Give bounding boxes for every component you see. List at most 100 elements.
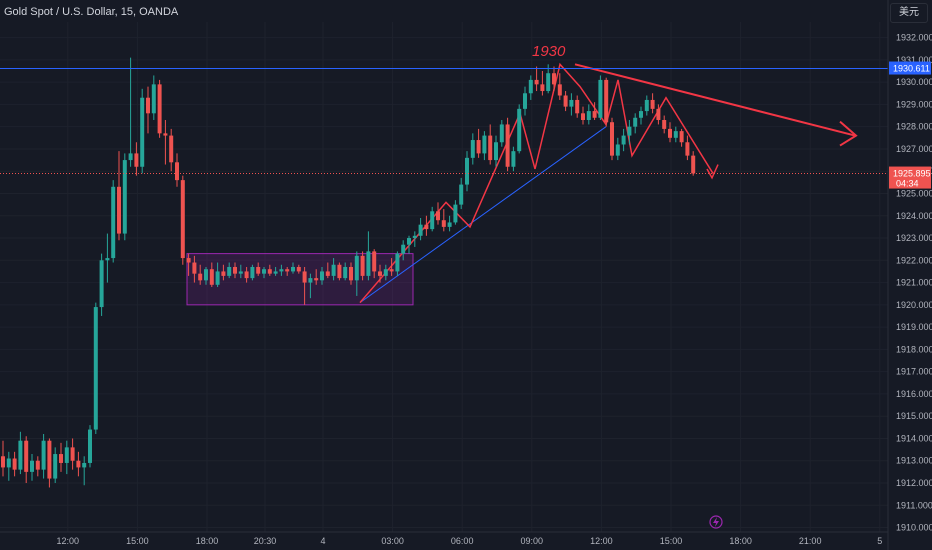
small-arrow <box>706 164 719 180</box>
candle <box>215 262 220 288</box>
candle-body <box>476 140 481 154</box>
candle <box>476 128 481 158</box>
candle <box>581 106 585 125</box>
candle <box>569 93 574 116</box>
candle <box>279 264 284 276</box>
candle-body <box>186 258 191 263</box>
candle <box>76 451 81 477</box>
candle <box>117 151 121 241</box>
candle-body <box>140 97 145 167</box>
candle <box>488 124 493 165</box>
candle <box>12 451 17 477</box>
resistance-price-tag <box>889 61 931 75</box>
candle-body <box>24 440 29 472</box>
candle-body <box>598 79 603 118</box>
candle-body <box>604 79 609 123</box>
candle-body <box>459 184 464 205</box>
candle <box>505 117 510 172</box>
candle-body <box>59 454 63 463</box>
candle-body <box>592 111 597 118</box>
candle-body <box>505 124 510 167</box>
currency-button[interactable]: 美元 <box>890 3 928 23</box>
candle-body <box>418 224 423 236</box>
time-axis[interactable]: 12:00 15:00 18:00 20:30 4 03:00 06:00 09:00 12:0… <box>0 515 888 546</box>
candle <box>337 262 342 281</box>
candle <box>610 117 614 161</box>
price-axis[interactable]: 1910.000 1911.000 1912.000 1913.000 1914.000… <box>887 0 932 550</box>
candles-layer <box>1 57 696 488</box>
candle-body <box>308 278 313 283</box>
candle-body <box>64 447 69 463</box>
candle <box>383 264 388 281</box>
candle-body <box>53 454 58 479</box>
candle <box>412 231 417 247</box>
price-tick-label: 1932.000 <box>896 33 932 43</box>
candle-body <box>163 133 168 136</box>
candle-body <box>169 135 174 163</box>
candle <box>256 262 261 276</box>
candle <box>639 106 643 125</box>
candle-body <box>105 258 110 261</box>
downtrend-arrow-head <box>839 120 858 147</box>
candle <box>250 264 255 281</box>
candle <box>53 447 58 484</box>
price-tick-label: 1912.000 <box>896 478 932 488</box>
candle-body <box>291 266 295 272</box>
candle-body <box>47 440 52 479</box>
candle <box>41 434 46 479</box>
candle <box>627 119 632 145</box>
time-tick-label: 4 <box>320 536 325 546</box>
price-tick-label: 1913.000 <box>896 456 932 466</box>
candle-body <box>633 117 638 127</box>
candle-body <box>273 271 278 274</box>
candle-body <box>325 271 330 276</box>
price-tick-label: 1915.000 <box>896 411 932 421</box>
candle-body <box>215 271 220 285</box>
price-tick-label: 1917.000 <box>896 367 932 377</box>
price-tick-label: 1910.000 <box>896 523 932 533</box>
countdown-label: 04:34 <box>896 179 919 189</box>
candle-body <box>447 222 452 227</box>
candle <box>528 75 533 100</box>
candle <box>192 255 197 283</box>
candle <box>163 119 168 165</box>
candle <box>575 95 580 118</box>
candle-body <box>70 447 75 461</box>
candle <box>592 102 597 120</box>
candle <box>308 273 313 299</box>
candle <box>441 209 446 232</box>
candle-body <box>586 111 591 120</box>
candle <box>685 135 690 161</box>
price-tick-label: 1919.000 <box>896 322 932 332</box>
candle <box>366 231 371 281</box>
time-tick-label: 12:00 <box>590 536 613 546</box>
candle <box>175 153 179 187</box>
candle-body <box>441 220 446 227</box>
candle <box>140 88 145 174</box>
candle <box>157 79 162 138</box>
candle <box>24 436 29 484</box>
candle <box>436 202 440 225</box>
candle-body <box>691 155 696 174</box>
candle-body <box>685 142 690 156</box>
candle <box>465 151 469 192</box>
candle <box>180 175 185 265</box>
candle <box>1 440 5 477</box>
candle-body <box>494 142 498 161</box>
candle-body <box>366 251 371 276</box>
candle <box>296 264 301 274</box>
lightning-icon[interactable] <box>709 515 723 529</box>
candle <box>262 266 266 279</box>
candle <box>586 104 591 125</box>
candle <box>70 438 75 470</box>
candle-body <box>621 135 626 145</box>
candle-body <box>122 160 127 234</box>
candle-body <box>430 211 435 230</box>
candle-body <box>673 131 678 138</box>
time-tick-label: 06:00 <box>451 536 474 546</box>
candle <box>105 233 110 283</box>
candle-body <box>238 271 243 274</box>
overlay-layer <box>0 68 888 175</box>
time-tick-label: 18:00 <box>729 536 752 546</box>
